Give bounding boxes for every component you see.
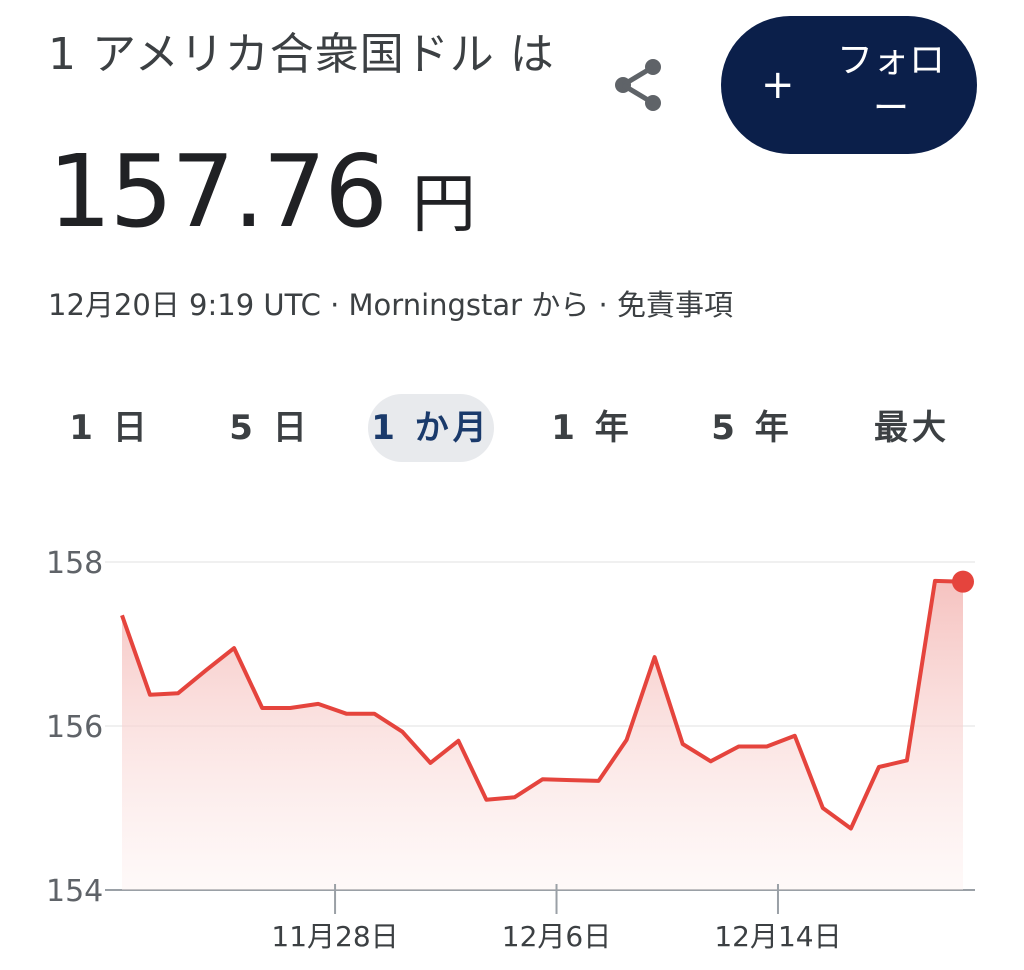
source-link[interactable]: Morningstar から xyxy=(348,288,590,322)
tab-1-day[interactable]: 1 日 xyxy=(69,408,151,448)
price-display: 157.76 円 xyxy=(48,132,476,252)
tab-1-year[interactable]: 1 年 xyxy=(551,408,633,448)
y-axis: 158 156 154 xyxy=(46,546,103,909)
tab-max[interactable]: 最大 xyxy=(874,408,950,448)
y-tick-label: 158 xyxy=(46,546,103,581)
separator: · xyxy=(320,288,349,322)
timestamp: 12月20日 9:19 UTC xyxy=(48,288,321,322)
disclaimer-link[interactable]: 免責事項 xyxy=(616,288,733,322)
y-tick-label: 156 xyxy=(46,710,103,745)
tab-1-month[interactable]: 1 か月 xyxy=(368,394,494,462)
x-tick-label: 12月14日 xyxy=(714,920,841,953)
page-title: 1 アメリカ合衆国ドル は xyxy=(48,29,555,80)
follow-button[interactable]: + フォロー xyxy=(721,16,977,154)
share-button[interactable] xyxy=(606,52,672,118)
range-tabs: 1 日 5 日 1 か月 1 年 5 年 最大 xyxy=(48,394,976,464)
price-value: 157.76 xyxy=(48,133,388,250)
follow-label: フォロー xyxy=(836,40,945,129)
chart-area-fill xyxy=(122,580,963,890)
x-axis: 11月28日 12月6日 12月14日 xyxy=(271,884,842,953)
quote-meta: 12月20日 9:19 UTC · Morningstar から · 免責事項 xyxy=(48,282,733,324)
x-tick-label: 12月6日 xyxy=(502,920,611,953)
plus-icon: + xyxy=(761,62,795,108)
price-currency: 円 xyxy=(411,168,476,242)
exchange-rate-chart: 158 156 154 11月28日 12月6日 12月14日 xyxy=(46,546,975,953)
tab-5-year[interactable]: 5 年 xyxy=(711,408,793,448)
y-tick-label: 154 xyxy=(46,874,103,909)
chart-series-line xyxy=(120,578,964,831)
tab-5-day[interactable]: 5 日 xyxy=(229,408,311,448)
x-tick-label: 11月28日 xyxy=(271,920,398,953)
last-value-marker xyxy=(952,570,974,593)
share-icon xyxy=(615,59,661,111)
separator: · xyxy=(589,288,617,322)
